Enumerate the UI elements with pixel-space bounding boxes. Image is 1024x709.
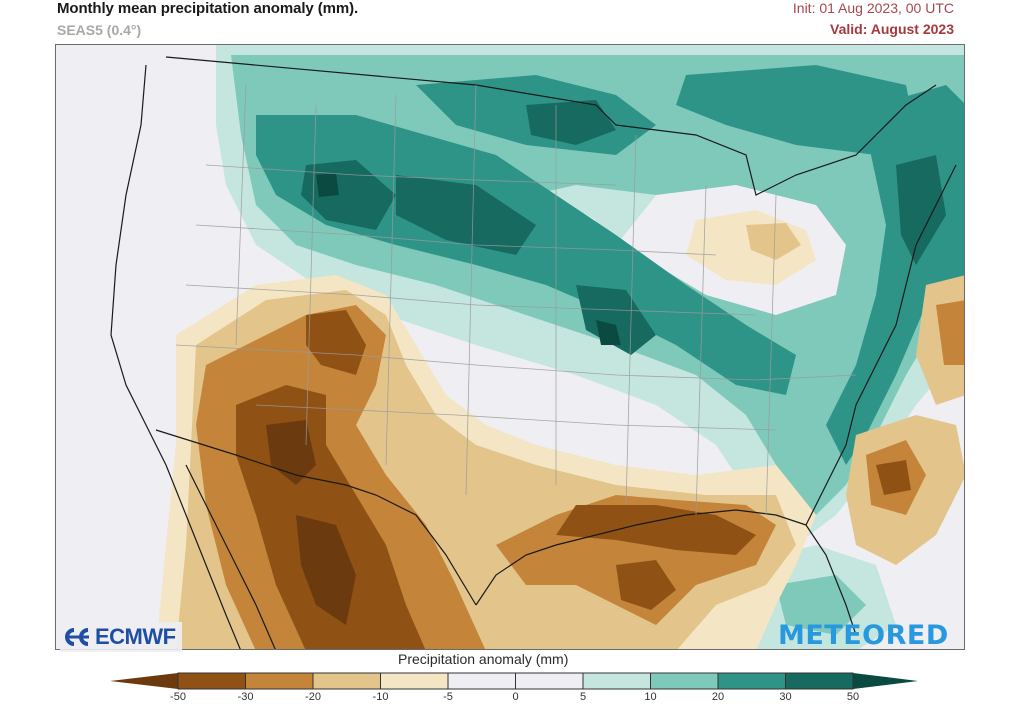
model-subtitle: SEAS5 (0.4°)	[57, 22, 142, 38]
colorbar-tick: -20	[305, 691, 321, 703]
colorbar-tick: -50	[170, 691, 186, 703]
colorbar-tick: 30	[779, 691, 792, 703]
colorbar	[110, 672, 918, 690]
colorbar-tick: 5	[579, 691, 587, 703]
colorbar-tick: -5	[443, 691, 453, 703]
colorbar-tick: 20	[711, 691, 725, 703]
valid-period: Valid: August 2023	[830, 21, 954, 37]
meteored-logo: METEORED	[778, 620, 949, 651]
ecmwf-mark-icon	[65, 628, 89, 646]
chart-title: Monthly mean precipitation anomaly (mm).	[57, 0, 359, 17]
colorbar-tick: 0	[512, 691, 519, 703]
colorbar-tick: 50	[846, 691, 860, 703]
precipitation-anomaly-map	[55, 44, 965, 650]
colorbar-tick: -10	[372, 691, 389, 703]
ecmwf-text: ECMWF	[95, 624, 176, 649]
map-canvas	[56, 45, 964, 649]
colorbar-tick: 10	[644, 691, 657, 703]
init-time: Init: 01 Aug 2023, 00 UTC	[792, 0, 954, 16]
ecmwf-logo: ECMWF	[60, 622, 182, 652]
colorbar-title: Precipitation anomaly (mm)	[398, 651, 569, 667]
colorbar-tick: -30	[237, 691, 254, 703]
